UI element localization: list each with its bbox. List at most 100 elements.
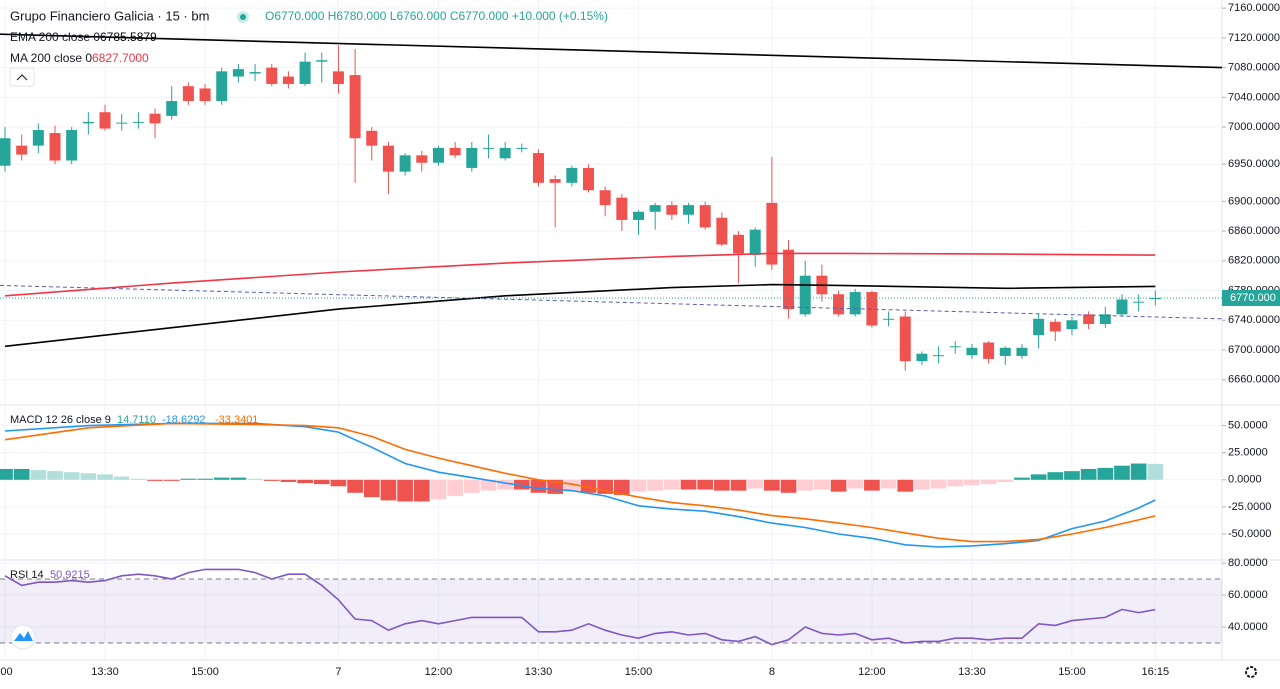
candle-body <box>883 318 895 320</box>
candle-body <box>916 353 928 362</box>
candle-body <box>1066 320 1078 330</box>
y-tick-label: 6700.0000 <box>1228 344 1280 356</box>
histogram-bar <box>630 479 647 492</box>
candle-body <box>182 86 194 102</box>
candle-body <box>1133 301 1145 303</box>
candle-body <box>1016 347 1028 356</box>
candle-body <box>466 147 478 168</box>
legend-name: EMA 200 close 0 <box>10 30 100 44</box>
candle-body <box>232 69 244 77</box>
candle-body <box>416 155 428 163</box>
candle-body <box>933 355 945 357</box>
candle-body <box>1099 314 1111 324</box>
histogram-bar <box>614 479 630 495</box>
y-tick-label: 7080.0000 <box>1228 62 1280 74</box>
histogram-bar <box>1097 467 1114 480</box>
settings-icon[interactable] <box>1245 666 1257 678</box>
candle-body <box>16 145 28 155</box>
candle-body <box>549 179 561 183</box>
histogram-bar <box>347 479 363 493</box>
histogram-bar <box>1014 477 1030 480</box>
histogram-bar <box>697 479 714 490</box>
y-tick-label: 6740.0000 <box>1228 314 1280 326</box>
candle-body <box>366 130 378 146</box>
y-tick-label: 80.0000 <box>1228 557 1268 569</box>
histogram-bar <box>380 479 397 501</box>
candle-body <box>749 229 761 255</box>
y-tick-label: 6860.0000 <box>1228 225 1280 237</box>
histogram-bar <box>397 479 413 502</box>
candle-body <box>699 205 711 228</box>
legend-name: MA 200 close 0 <box>10 51 92 65</box>
candle-body <box>683 205 695 215</box>
candle-body <box>166 101 178 116</box>
candle-body <box>1033 318 1045 336</box>
histogram-bar <box>447 479 463 497</box>
histogram-bar <box>463 479 480 493</box>
histogram-bar <box>914 479 930 490</box>
histogram-bar <box>163 479 180 481</box>
candle-body <box>833 294 845 315</box>
histogram-bar <box>413 479 430 502</box>
indicator-line <box>4 252 1156 297</box>
candle-body <box>599 190 611 206</box>
histogram-bar <box>330 479 347 487</box>
histogram-bar <box>197 478 213 480</box>
histogram-bar <box>730 479 747 491</box>
histogram-bar <box>647 479 664 491</box>
candle-body <box>899 316 911 362</box>
y-tick-label: 60.0000 <box>1228 589 1268 601</box>
x-tick-label: 15:00 <box>1058 666 1086 678</box>
histogram-bar <box>947 479 964 487</box>
y-tick-label: -25.0000 <box>1228 501 1271 513</box>
collapse-button[interactable] <box>9 67 35 87</box>
macd-line <box>4 422 1156 548</box>
candle-body <box>49 133 61 161</box>
candle-body <box>316 60 328 62</box>
candle-body <box>132 121 144 123</box>
y-tick-label: 40.0000 <box>1228 621 1268 633</box>
legend-value: 50.9215 <box>50 569 90 581</box>
candle-body <box>216 71 228 102</box>
symbol-title: Grupo Financiero Galicia · 15 · bm <box>10 8 209 23</box>
candle-body <box>766 202 778 265</box>
x-tick-label: 15:00 <box>625 666 653 678</box>
histogram-bar <box>247 478 263 480</box>
histogram-bar <box>0 468 13 480</box>
histogram-bar <box>113 476 130 480</box>
histogram-bar <box>180 478 197 480</box>
candle-body <box>99 112 111 129</box>
rsi-band-fill <box>0 579 1222 644</box>
candle-body <box>733 234 745 254</box>
histogram-bar <box>213 477 230 480</box>
candle-body <box>66 130 78 161</box>
logo-icon <box>14 631 33 641</box>
y-tick-label: 7000.0000 <box>1228 121 1280 133</box>
histogram-bar <box>97 474 113 480</box>
candle-body <box>1116 299 1128 315</box>
candle-body <box>566 167 578 183</box>
histogram-bar <box>263 479 280 481</box>
histogram-bar <box>530 479 547 493</box>
y-tick-label: 6660.0000 <box>1228 374 1280 386</box>
histogram-bar <box>964 479 980 486</box>
histogram-bar <box>147 479 163 481</box>
candle-body <box>449 147 461 156</box>
histogram-bar <box>714 479 730 491</box>
candle-body <box>199 88 211 102</box>
histogram-bar <box>480 479 497 491</box>
candle-body <box>332 71 344 84</box>
histogram-bar <box>864 479 880 491</box>
candle-body <box>149 113 161 124</box>
candle-body <box>482 147 494 149</box>
histogram-bar <box>1114 465 1130 480</box>
x-tick-label: 12:00 <box>858 666 886 678</box>
rsi-line <box>4 568 1156 646</box>
x-tick-label: 8 <box>769 666 775 678</box>
x-tick-label: 15:00 <box>191 666 219 678</box>
candle-body <box>516 147 528 149</box>
legend-value: -33.3401 <box>215 414 258 426</box>
histogram-bar <box>63 472 80 480</box>
candle-body <box>0 138 11 166</box>
